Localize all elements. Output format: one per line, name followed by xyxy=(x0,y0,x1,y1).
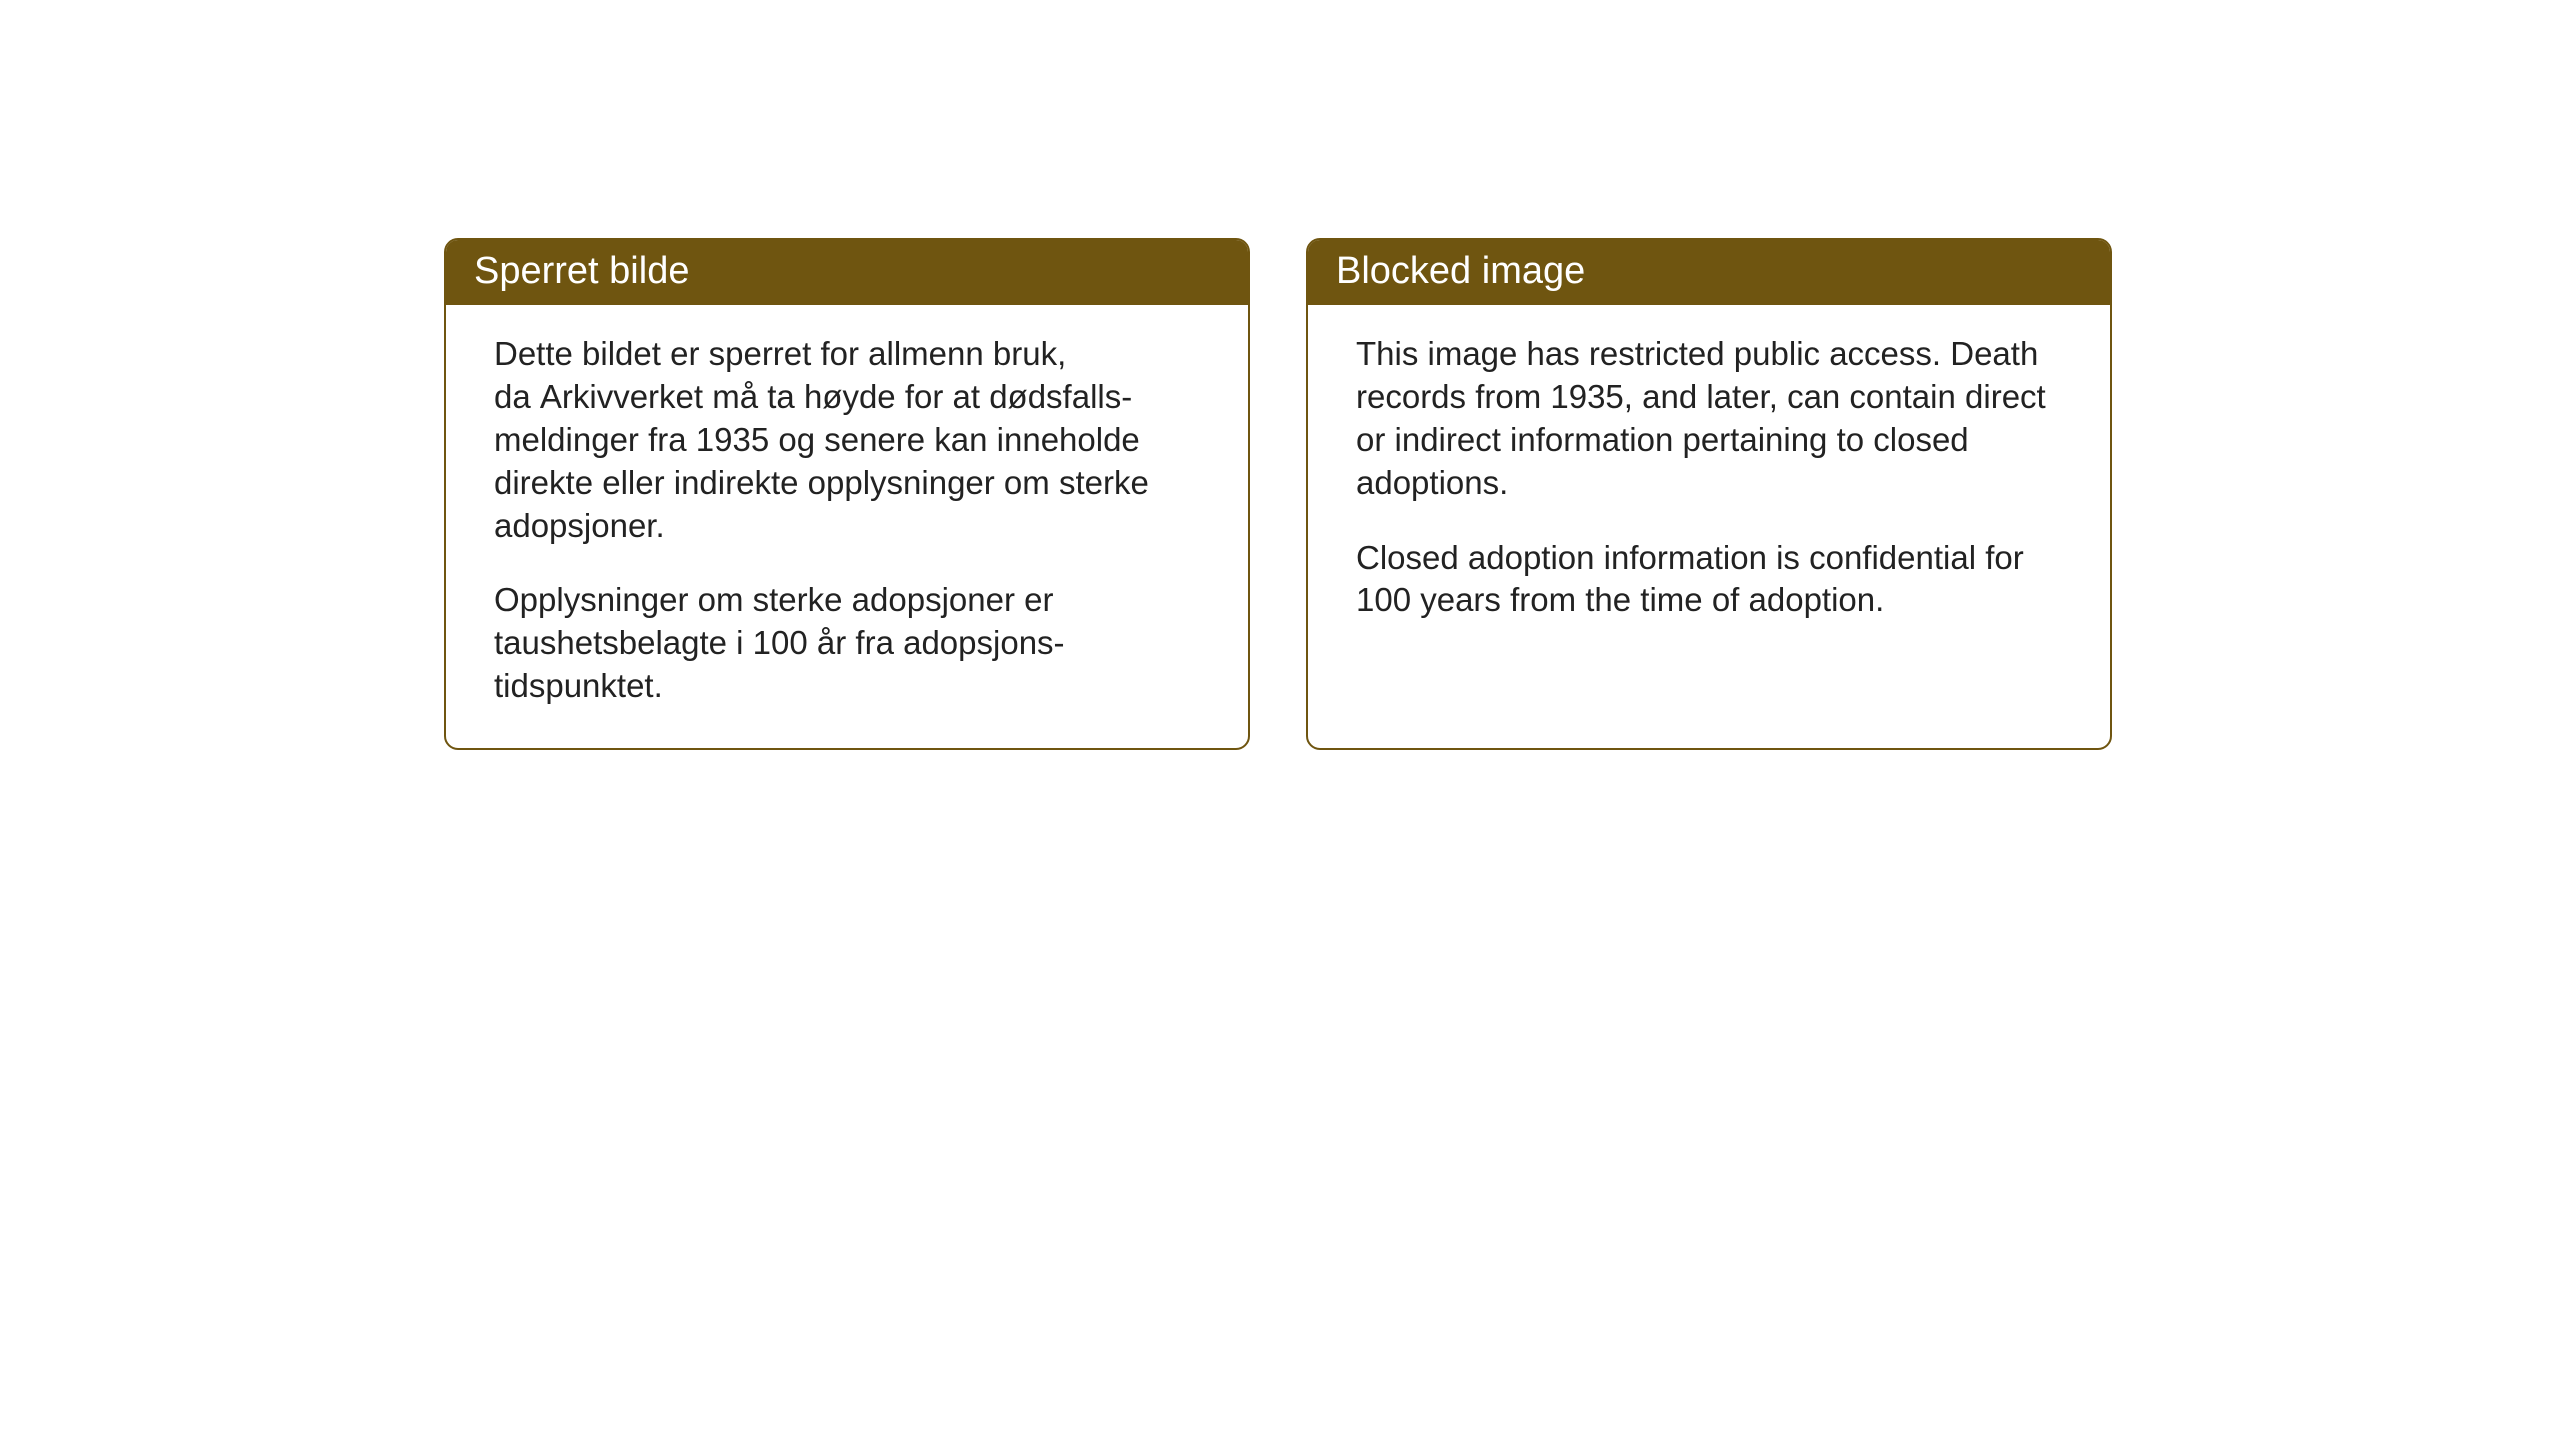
card-body-english: This image has restricted public access.… xyxy=(1308,305,2110,704)
paragraph-1-norwegian: Dette bildet er sperret for allmenn bruk… xyxy=(494,333,1200,547)
notice-card-norwegian: Sperret bilde Dette bildet er sperret fo… xyxy=(444,238,1250,750)
notice-container: Sperret bilde Dette bildet er sperret fo… xyxy=(444,238,2112,750)
notice-card-english: Blocked image This image has restricted … xyxy=(1306,238,2112,750)
card-body-norwegian: Dette bildet er sperret for allmenn bruk… xyxy=(446,305,1248,748)
card-header-english: Blocked image xyxy=(1308,240,2110,305)
card-header-norwegian: Sperret bilde xyxy=(446,240,1248,305)
paragraph-2-english: Closed adoption information is confident… xyxy=(1356,537,2062,623)
paragraph-1-english: This image has restricted public access.… xyxy=(1356,333,2062,505)
paragraph-2-norwegian: Opplysninger om sterke adopsjoner er tau… xyxy=(494,579,1200,708)
